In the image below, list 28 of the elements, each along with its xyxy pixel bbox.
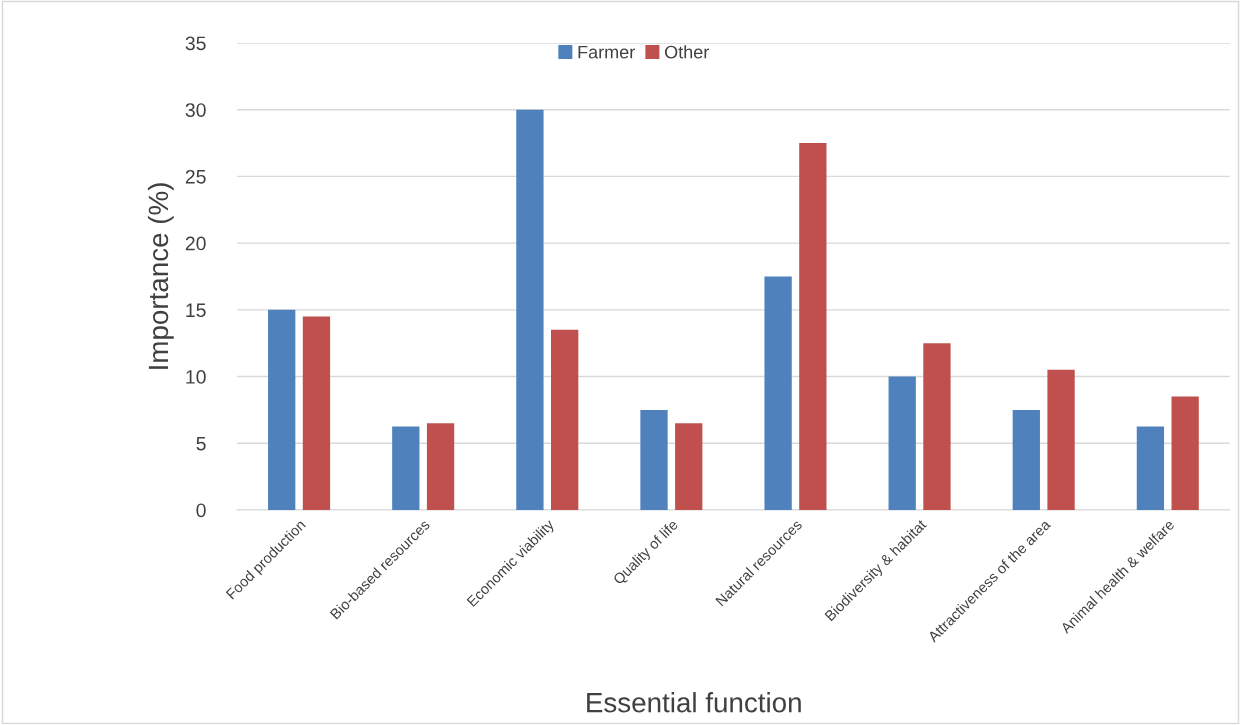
y-tick-label: 25 (185, 169, 206, 184)
bar (799, 143, 827, 510)
y-tick-label: 5 (196, 436, 206, 451)
bar (764, 276, 792, 510)
legend-label: Farmer (578, 45, 635, 59)
bar (640, 409, 668, 510)
y-tick-label: 15 (186, 303, 206, 318)
bar (1047, 369, 1075, 510)
bar (268, 309, 296, 510)
bar (1012, 409, 1040, 510)
bar (1171, 396, 1199, 510)
y-axis-title: Importance (%) (147, 183, 174, 369)
x-axis-title: Essential function (587, 692, 801, 713)
bar (888, 376, 916, 510)
y-tick-label: 10 (186, 370, 206, 384)
bar (392, 426, 420, 510)
y-tick-label: 0 (196, 503, 206, 518)
bar (302, 316, 331, 510)
y-tick-label: 20 (185, 236, 206, 251)
bar (426, 423, 455, 510)
bar (1136, 426, 1165, 510)
bar (551, 329, 579, 510)
bar (923, 343, 951, 510)
legend-label: Other (664, 45, 709, 59)
bar (675, 423, 703, 510)
y-tick-label: 30 (185, 103, 206, 117)
bar (516, 109, 544, 510)
y-tick-label: 35 (185, 36, 206, 51)
